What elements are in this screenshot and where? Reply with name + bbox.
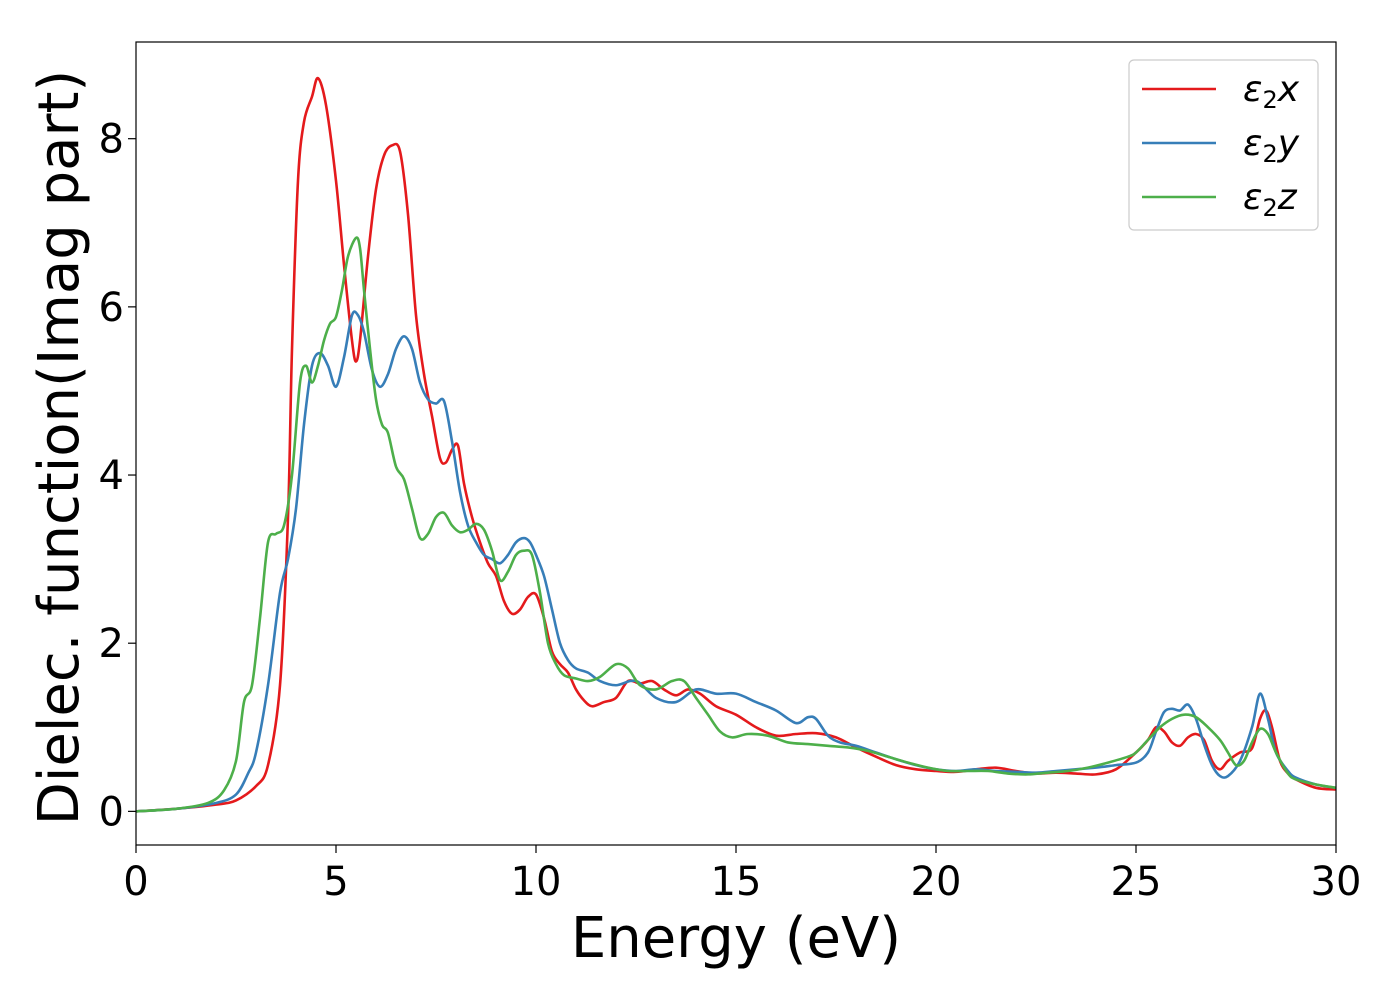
y-tick-label: 2	[99, 621, 124, 667]
x-tick-label: 30	[1311, 859, 1362, 905]
y-tick-label: 8	[99, 117, 124, 163]
y-tick-label: 6	[99, 285, 124, 331]
legend-label-y: ε2y	[1243, 123, 1300, 168]
y-axis-title: Dielec. function(Imag part)	[27, 70, 92, 826]
y-tick-label: 0	[99, 789, 124, 835]
legend: ε2x ε2y ε2z	[1128, 59, 1319, 231]
x-tick-label: 10	[511, 859, 562, 905]
x-tick-label: 20	[911, 859, 962, 905]
legend-label-x: ε2x	[1243, 69, 1300, 114]
x-tick-label: 25	[1111, 859, 1162, 905]
legend-label-z: ε2z	[1243, 177, 1298, 222]
x-axis-ticks: 0 5 10 15 20 25 30	[123, 845, 1361, 905]
y-tick-label: 4	[99, 453, 124, 499]
series-line-y	[136, 310, 1336, 813]
legend-items: ε2x ε2y ε2z	[1142, 69, 1300, 222]
legend-box	[1128, 59, 1319, 231]
x-axis-title: Energy (eV)	[571, 906, 901, 971]
y-axis-ticks: 0 2 4 6 8	[99, 117, 136, 835]
series-line-z	[136, 236, 1336, 813]
x-tick-label: 5	[323, 859, 348, 905]
x-tick-label: 0	[123, 859, 148, 905]
series-lines	[136, 76, 1336, 813]
x-tick-label: 15	[711, 859, 762, 905]
